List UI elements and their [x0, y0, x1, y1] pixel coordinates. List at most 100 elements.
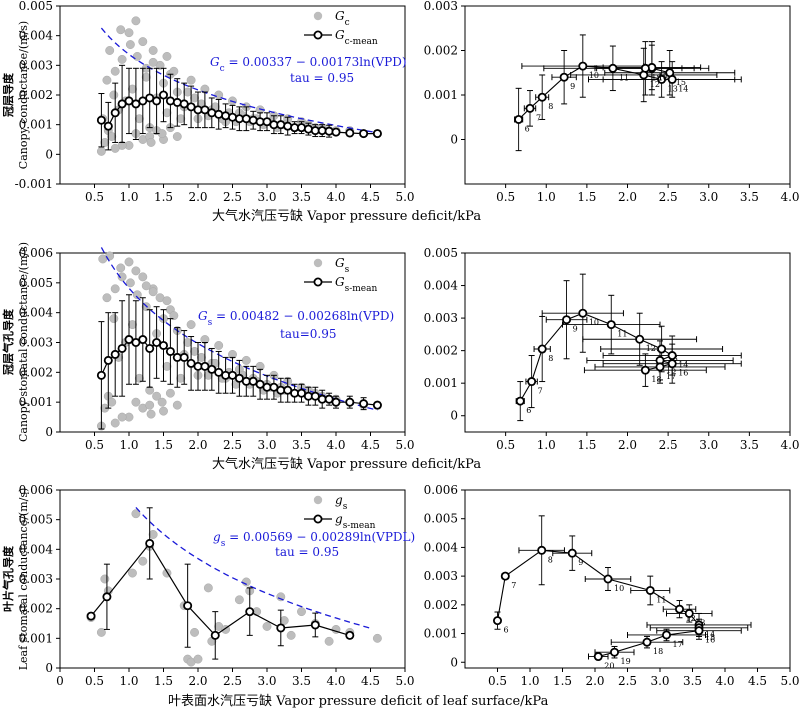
hour-point	[559, 72, 569, 82]
y-tick-label: 0.005	[19, 513, 53, 527]
scatter-point	[141, 281, 151, 291]
mean-point	[96, 115, 106, 125]
y-tick-label: 0.001	[19, 631, 53, 645]
legend-scatter-label: Gs	[335, 256, 350, 275]
hour-point	[537, 545, 547, 555]
x-tick-label: 3.5	[683, 674, 702, 688]
x-tick-label: 4.5	[361, 438, 380, 452]
x-tick-label: 1.5	[154, 674, 173, 688]
x-tick-label: 3.0	[257, 190, 276, 204]
hour-point	[684, 608, 694, 618]
y-tick-label: 0.002	[19, 602, 53, 616]
y-axis-label-cn: 冠层气孔导度	[1, 308, 15, 375]
y-tick-label: 0.002	[424, 598, 458, 612]
hour-label: 14	[705, 630, 715, 639]
hour-label: 14	[678, 84, 688, 93]
hour-label: 17	[658, 72, 668, 81]
hour-point	[642, 637, 652, 647]
scatter-point	[100, 574, 110, 584]
scatter-point	[193, 654, 203, 664]
x-tick-label: 2.5	[659, 190, 678, 204]
hour-point	[608, 63, 618, 73]
scatter-point	[146, 409, 156, 419]
x-tick-label: 1.5	[553, 674, 572, 688]
y-tick-label: 0.004	[19, 29, 54, 43]
y-tick-label: 0.002	[19, 88, 53, 102]
scatter-point	[297, 607, 306, 617]
hour-label: 6	[525, 124, 530, 133]
mean-point	[110, 349, 120, 359]
legend-scatter-label: gs	[335, 493, 348, 512]
row1-x-axis-label: 大气水汽压亏缺 Vapor pressure deficit/kPa	[212, 208, 481, 224]
fit-equation: gs = 0.00569 − 0.00289ln(VPDL)	[213, 530, 415, 549]
scatter-point	[116, 263, 126, 273]
row3-left-panel: 0 0.5 1.0 1.5 2.0 2.5 3.0 3.5 4.0 4.5 5.0 0 0.001 0.0…	[1, 483, 415, 688]
x-tick-label: 0.5	[496, 438, 515, 452]
hour-label: 15	[676, 78, 686, 87]
mean-point	[227, 112, 237, 122]
legend-mean-label: Gs-mean	[335, 275, 377, 294]
hour-point	[655, 362, 665, 372]
hour-label: 15	[666, 365, 676, 374]
fit-tau: tau=0.95	[280, 327, 336, 341]
x-tick-label: 3.0	[699, 438, 718, 452]
x-tick-label: 3.5	[740, 438, 759, 452]
scatter-point	[162, 51, 172, 61]
mean-point	[359, 399, 369, 409]
hour-point	[603, 574, 613, 584]
scatter-point	[190, 93, 200, 103]
plot-frame	[464, 252, 791, 433]
scatter-point	[148, 287, 158, 297]
y-tick-label: 0.002	[19, 365, 53, 379]
scatter-point	[110, 66, 120, 76]
scatter-point	[197, 352, 206, 362]
scatter-point	[152, 391, 162, 401]
scatter-point	[162, 296, 172, 306]
scatter-point	[124, 257, 134, 267]
hour-point	[562, 315, 572, 325]
hour-point	[675, 604, 685, 614]
x-tick-label: 0	[56, 674, 64, 688]
fit-line	[100, 27, 378, 134]
x-tick-label: 1.0	[520, 674, 539, 688]
scatter-point	[169, 311, 179, 321]
scatter-point	[324, 636, 334, 646]
hour-point	[640, 63, 650, 73]
scatter-point	[138, 272, 148, 282]
plot-frame	[464, 5, 791, 185]
hour-label: 11	[656, 595, 666, 604]
mean-point	[145, 343, 155, 353]
hour-point	[606, 320, 616, 330]
hour-point	[578, 308, 588, 318]
x-tick-label: 3.0	[699, 190, 718, 204]
x-tick-label: 3.5	[292, 438, 311, 452]
x-tick-label: 2.0	[618, 438, 637, 452]
scatter-point	[131, 397, 141, 407]
hour-point	[635, 334, 645, 344]
mean-point	[359, 129, 369, 139]
hour-point	[527, 377, 537, 387]
scatter-point	[372, 633, 382, 643]
x-tick-label: 4.5	[361, 190, 380, 204]
mean-point	[172, 97, 182, 107]
legend-scatter-marker	[313, 495, 323, 505]
mean-point	[276, 120, 286, 130]
hour-label: 10	[589, 318, 599, 327]
y-tick-label: 0.001	[424, 627, 458, 641]
scatter-point	[125, 278, 135, 288]
mean-point	[110, 108, 120, 118]
scatter-point	[116, 25, 126, 35]
x-tick-label: 3.0	[257, 438, 276, 452]
legend-scatter-marker	[313, 258, 323, 268]
y-tick-label: 0.001	[424, 88, 458, 102]
x-tick-label: 4.0	[715, 674, 734, 688]
scatter-point	[131, 266, 141, 276]
y-tick-label: 0.006	[19, 246, 53, 260]
mean-point	[103, 121, 113, 131]
x-tick-label: 0.5	[496, 190, 515, 204]
y-tick-label: 0.005	[19, 276, 53, 290]
mean-point	[241, 114, 251, 124]
hour-point	[640, 365, 650, 375]
scatter-point	[96, 146, 106, 156]
hour-label: 16	[658, 73, 668, 82]
